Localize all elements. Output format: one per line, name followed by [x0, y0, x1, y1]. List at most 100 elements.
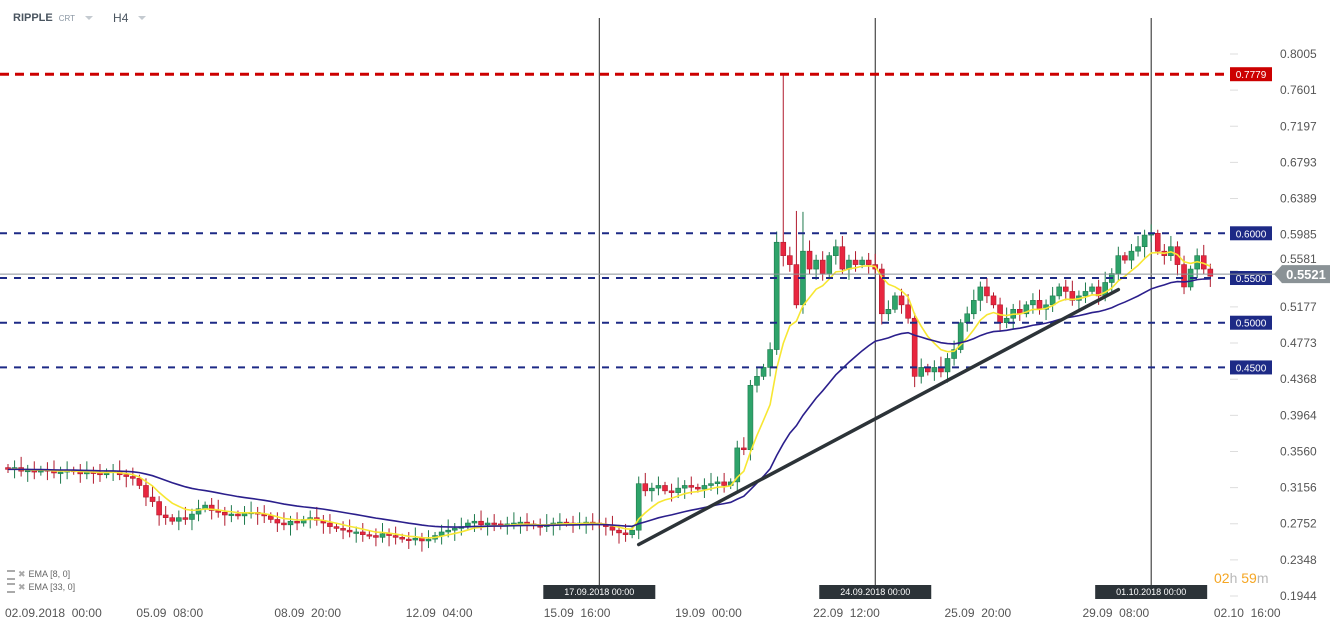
candle-down — [819, 259, 826, 274]
x-tick-label: 02.09.2018 00:00 — [5, 606, 102, 620]
candle-up — [951, 349, 957, 359]
indicator-params: [8, 0] — [50, 569, 71, 579]
y-tick-label: 0.5581 — [1280, 252, 1317, 266]
candle-down — [162, 514, 169, 518]
level-price-badge — [1230, 315, 1272, 330]
candle-up — [1056, 286, 1062, 297]
level-price-badge — [1230, 67, 1272, 82]
candle-up — [1089, 286, 1095, 292]
symbol-category[interactable]: CRT — [58, 13, 76, 23]
y-tick-label: 0.3156 — [1280, 481, 1317, 495]
candle-down — [340, 528, 346, 531]
settings-icon[interactable] — [7, 582, 15, 593]
indicator-ema-33: ✖ EMA [33, 0] — [7, 581, 75, 594]
x-tick-label: 08.09 20:00 — [274, 606, 341, 620]
candle-down — [780, 241, 787, 256]
candle-up — [859, 259, 865, 265]
candle-up — [655, 485, 662, 489]
candle-down — [182, 517, 189, 520]
candle-down — [156, 501, 162, 516]
candle-up — [353, 531, 360, 534]
candle-down — [366, 534, 373, 537]
candle-up — [629, 529, 635, 535]
candle-up — [241, 512, 248, 517]
symbol-name: RIPPLE — [13, 12, 53, 24]
session-date-box — [1095, 585, 1208, 599]
session-date-label: 01.10.2018 00:00 — [1116, 587, 1186, 597]
candle-up — [747, 385, 754, 451]
y-tick-label: 0.5177 — [1280, 300, 1317, 314]
candle-down — [688, 485, 695, 488]
candle-up — [813, 259, 819, 270]
candle-up — [412, 537, 419, 541]
candle-down — [294, 520, 300, 524]
candle-up — [1128, 250, 1135, 261]
current-price-label: 0.5521 — [1286, 267, 1326, 282]
candle-down — [1207, 268, 1214, 277]
candle-down — [478, 520, 484, 526]
candle-down — [281, 522, 287, 526]
candle-down — [609, 526, 616, 531]
candle-down — [852, 259, 859, 265]
candle-down — [1036, 300, 1043, 310]
symbol-dropdown-chevron-icon[interactable] — [85, 16, 94, 20]
level-price-label: 0.5500 — [1236, 274, 1267, 285]
remove-icon[interactable]: ✖ — [18, 569, 26, 579]
level-price-label: 0.4500 — [1236, 363, 1267, 374]
candle-up — [970, 300, 977, 315]
candle-up — [451, 528, 458, 531]
candle-up — [1115, 255, 1122, 274]
y-tick-label: 0.3964 — [1280, 408, 1317, 422]
candle-up — [957, 322, 964, 350]
candle-down — [905, 304, 911, 319]
candle-down — [169, 517, 176, 522]
candle-down — [130, 476, 136, 479]
candle-up — [681, 485, 688, 489]
candle-down — [346, 529, 353, 533]
candle-down — [1095, 286, 1102, 297]
settings-icon[interactable] — [7, 569, 15, 580]
candle-up — [176, 517, 182, 522]
candle-down — [668, 490, 675, 493]
timeframe-select[interactable]: H4 — [113, 11, 129, 25]
y-tick-label: 0.1944 — [1280, 589, 1317, 603]
candle-up — [885, 309, 892, 315]
candle-down — [1069, 291, 1076, 301]
candle-down — [662, 485, 668, 492]
y-tick-label: 0.6793 — [1280, 155, 1317, 169]
candle-down — [741, 447, 747, 451]
candle-up — [1023, 304, 1030, 315]
candle-up — [445, 529, 451, 533]
indicator-params: [33, 0] — [50, 582, 76, 592]
candle-up — [1141, 234, 1148, 248]
indicator-name: EMA — [28, 582, 48, 592]
candle-up — [977, 286, 984, 301]
candle-down — [333, 526, 340, 529]
candle-down — [1122, 255, 1128, 261]
candle-down — [984, 286, 990, 297]
candle-up — [1135, 246, 1141, 252]
candle-up — [1049, 295, 1056, 306]
level-price-label: 0.7779 — [1236, 70, 1267, 81]
timeframe-dropdown-chevron-icon[interactable] — [138, 16, 147, 20]
timer-hours: 02 — [1214, 570, 1230, 586]
x-tick-label: 02.10 16:00 — [1214, 606, 1281, 620]
candle-down — [879, 268, 885, 315]
candle-down — [149, 496, 156, 502]
candle-up — [734, 447, 741, 483]
candle-up — [635, 483, 642, 531]
candle-up — [649, 487, 655, 492]
timer-minutes: 59 — [1241, 570, 1257, 586]
remove-icon[interactable]: ✖ — [18, 582, 26, 592]
session-date-box — [819, 585, 932, 599]
candle-down — [419, 537, 425, 542]
timer-minutes-unit: m — [1256, 570, 1269, 586]
candle-up — [754, 376, 760, 386]
candle-down — [392, 535, 399, 538]
y-tick-label: 0.2752 — [1280, 517, 1317, 531]
candle-down — [123, 474, 130, 477]
session-date-box — [543, 585, 656, 599]
chart-header: RIPPLE CRT H4 — [13, 11, 160, 25]
candle-up — [1082, 291, 1089, 297]
